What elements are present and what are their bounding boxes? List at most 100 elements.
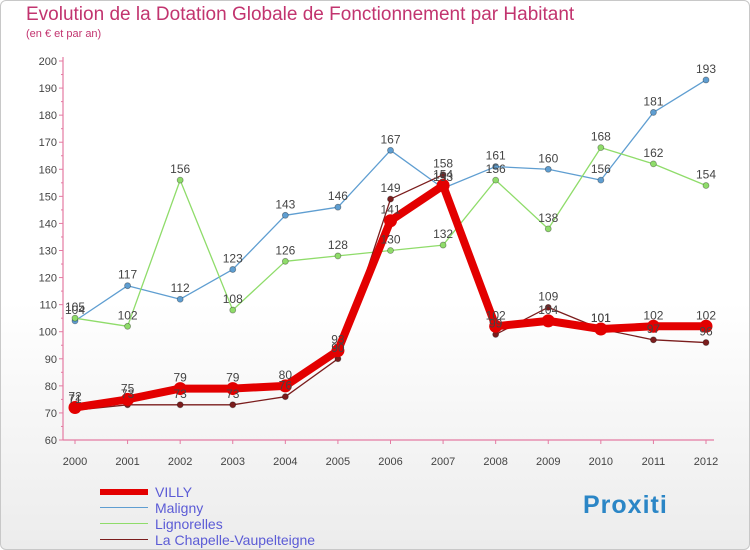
data-point-maligny	[702, 76, 710, 84]
data-point-la-chapelle-vaupelteigne	[702, 339, 710, 346]
data-point-villy	[68, 401, 82, 415]
data-point-villy	[594, 322, 608, 336]
data-label-lignorelles: 126	[275, 243, 295, 257]
data-label-maligny: 117	[118, 268, 137, 282]
legend-swatch-maligny	[100, 507, 148, 508]
legend-label-maligny: Maligny	[155, 500, 204, 516]
data-label-lignorelles: 156	[486, 162, 506, 176]
axis-layer: 60 70 80 90 100 110 120 130 140 150 160 170 180 190 20…	[39, 56, 719, 468]
data-point-la-chapelle-vaupelteigne	[439, 171, 447, 179]
legend-item-la-chapelle: La Chapelle-Vaupelteigne	[100, 532, 420, 548]
data-label-lignorelles: 108	[223, 292, 243, 306]
data-label-villy: 93	[331, 333, 345, 347]
data-point-maligny	[281, 211, 289, 219]
series-layer	[68, 76, 713, 415]
data-point-la-chapelle-vaupelteigne	[229, 401, 237, 409]
data-point-maligny	[124, 282, 131, 290]
y-tick-label: 170	[39, 137, 57, 149]
data-point-lignorelles	[597, 144, 605, 152]
data-label-villy: 102	[486, 308, 506, 322]
data-label-villy: 80	[279, 368, 293, 382]
data-label-lignorelles: 105	[65, 300, 85, 314]
data-label-maligny: 167	[380, 132, 400, 146]
y-tick-label: 200	[39, 56, 57, 68]
x-tick-label: 2011	[642, 456, 666, 468]
data-label-villy: 102	[643, 308, 663, 322]
data-label-lignorelles: 156	[170, 162, 190, 176]
y-tick-label: 130	[39, 246, 57, 258]
data-point-lignorelles	[281, 257, 289, 265]
x-tick-label: 2003	[221, 456, 245, 468]
legend-label-lignorelles: Lignorelles	[155, 516, 223, 532]
data-point-maligny	[229, 266, 237, 273]
data-label-villy: 104	[538, 303, 558, 317]
data-point-villy	[384, 214, 397, 228]
data-point-lignorelles	[702, 182, 710, 189]
data-point-lignorelles	[71, 314, 79, 322]
legend-item-maligny: Maligny	[100, 500, 420, 516]
data-label-la-chapelle-vaupelteigne: 71	[68, 392, 82, 406]
data-label-la-chapelle-vaupelteigne: 158	[433, 157, 453, 171]
y-tick-label: 90	[45, 354, 57, 366]
data-point-maligny	[334, 203, 342, 211]
legend-swatch-villy	[100, 489, 148, 495]
data-point-la-chapelle-vaupelteigne	[387, 195, 394, 203]
logo-text: Proxiti	[583, 491, 668, 519]
y-tick-label: 160	[39, 164, 57, 176]
chart-title: Evolution de la Dotation Globale de Fonc…	[26, 4, 575, 25]
data-point-la-chapelle-vaupelteigne	[650, 336, 657, 344]
y-tick-label: 60	[45, 435, 57, 447]
data-label-villy: 75	[121, 381, 135, 395]
series-lignorelles	[71, 144, 710, 330]
data-label-maligny: 181	[643, 94, 663, 108]
data-point-villy	[699, 319, 713, 333]
legend-label-la-chapelle: La Chapelle-Vaupelteigne	[155, 532, 316, 548]
data-point-villy	[226, 382, 240, 396]
data-label-villy: 141	[380, 203, 400, 217]
chart-subtitle: (en € et par an)	[26, 28, 102, 40]
data-point-villy	[278, 379, 292, 393]
data-label-la-chapelle-vaupelteigne: 96	[699, 325, 713, 339]
data-label-maligny: 112	[171, 281, 190, 295]
data-label-lignorelles: 130	[380, 233, 400, 247]
legend-item-villy: VILLY	[100, 484, 420, 500]
data-point-la-chapelle-vaupelteigne	[281, 393, 289, 401]
data-point-villy	[173, 382, 187, 396]
data-point-maligny	[597, 176, 605, 184]
data-label-lignorelles: 128	[328, 238, 348, 252]
data-label-villy: 79	[173, 371, 187, 385]
data-label-maligny: 193	[696, 62, 716, 76]
data-point-lignorelles	[439, 241, 447, 249]
y-tick-label: 190	[39, 83, 57, 95]
data-label-la-chapelle-vaupelteigne: 90	[331, 341, 345, 355]
data-label-la-chapelle-vaupelteigne: 73	[121, 387, 135, 401]
x-tick-label: 2009	[536, 456, 560, 468]
x-tick-label: 2000	[63, 456, 87, 468]
legend: VILLY Maligny Lignorelles La Chapelle-Va…	[100, 484, 420, 548]
x-tick-label: 2002	[168, 456, 192, 468]
data-point-la-chapelle-vaupelteigne	[544, 303, 552, 311]
data-label-la-chapelle-vaupelteigne: 76	[279, 379, 293, 393]
data-point-maligny	[492, 163, 500, 170]
data-point-lignorelles	[176, 176, 184, 184]
y-tick-label: 140	[39, 218, 57, 230]
data-label-la-chapelle-vaupelteigne: 73	[173, 387, 187, 401]
legend-item-lignorelles: Lignorelles	[100, 516, 420, 532]
data-point-la-chapelle-vaupelteigne	[176, 401, 184, 409]
data-point-villy	[331, 344, 345, 358]
data-label-maligny: 146	[328, 189, 348, 203]
data-point-lignorelles	[334, 252, 342, 260]
data-label-villy: 154	[433, 168, 453, 182]
legend-label-villy: VILLY	[155, 484, 193, 500]
x-tick-label: 2008	[483, 456, 507, 468]
data-label-lignorelles: 168	[591, 130, 611, 144]
x-tick-label: 2001	[115, 456, 139, 468]
data-point-villy	[436, 179, 450, 193]
data-label-la-chapelle-vaupelteigne: 149	[380, 181, 400, 195]
data-label-la-chapelle-vaupelteigne: 99	[489, 316, 503, 330]
legend-swatch-la-chapelle	[100, 539, 148, 540]
data-point-lignorelles	[544, 225, 552, 233]
x-tick-label: 2005	[326, 456, 350, 468]
data-point-lignorelles	[492, 176, 500, 184]
